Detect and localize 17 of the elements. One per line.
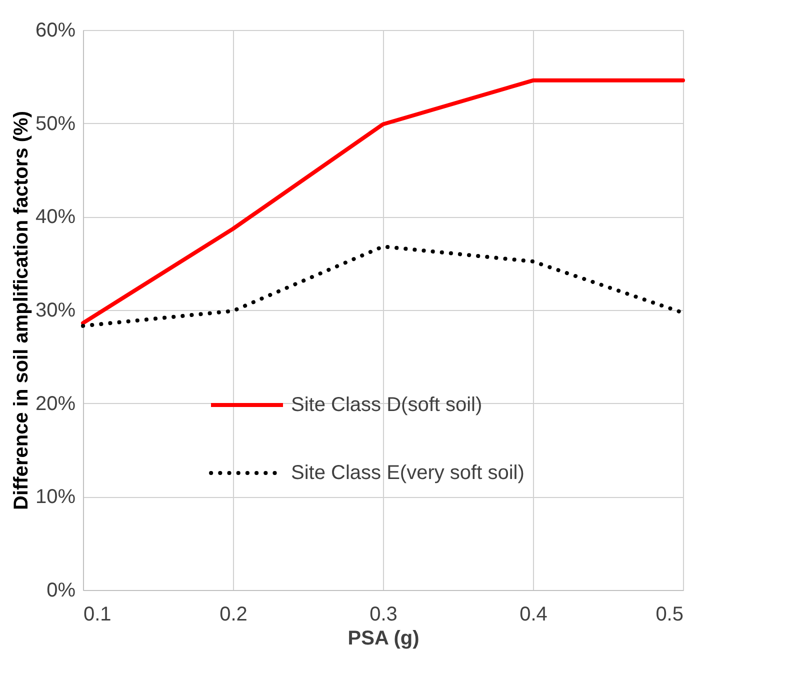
y-tick-label: 30%: [35, 300, 76, 322]
y-axis-title: Difference in soil amplification factors (%): [10, 111, 32, 510]
legend-label: Site Class D(soft soil): [291, 394, 482, 416]
y-tick-label: 10%: [35, 486, 76, 508]
line-series: [81, 78, 685, 326]
legend-label: Site Class E(very soft soil): [291, 462, 524, 484]
x-tick-label: 0.4: [520, 604, 548, 626]
y-tick-label: 40%: [35, 206, 76, 228]
x-tick-label: 0.2: [220, 604, 248, 626]
y-tick-label: 50%: [35, 112, 76, 135]
y-tick-label: 20%: [35, 392, 76, 415]
x-tick-label: 0.5: [656, 604, 684, 626]
y-tick-label: 0%: [46, 580, 76, 602]
x-tick-label: 0.3: [370, 604, 398, 626]
x-axis-title: PSA (g): [348, 628, 420, 650]
x-tick-label: 0.1: [84, 604, 112, 626]
y-tick-label: 60%: [35, 20, 76, 42]
